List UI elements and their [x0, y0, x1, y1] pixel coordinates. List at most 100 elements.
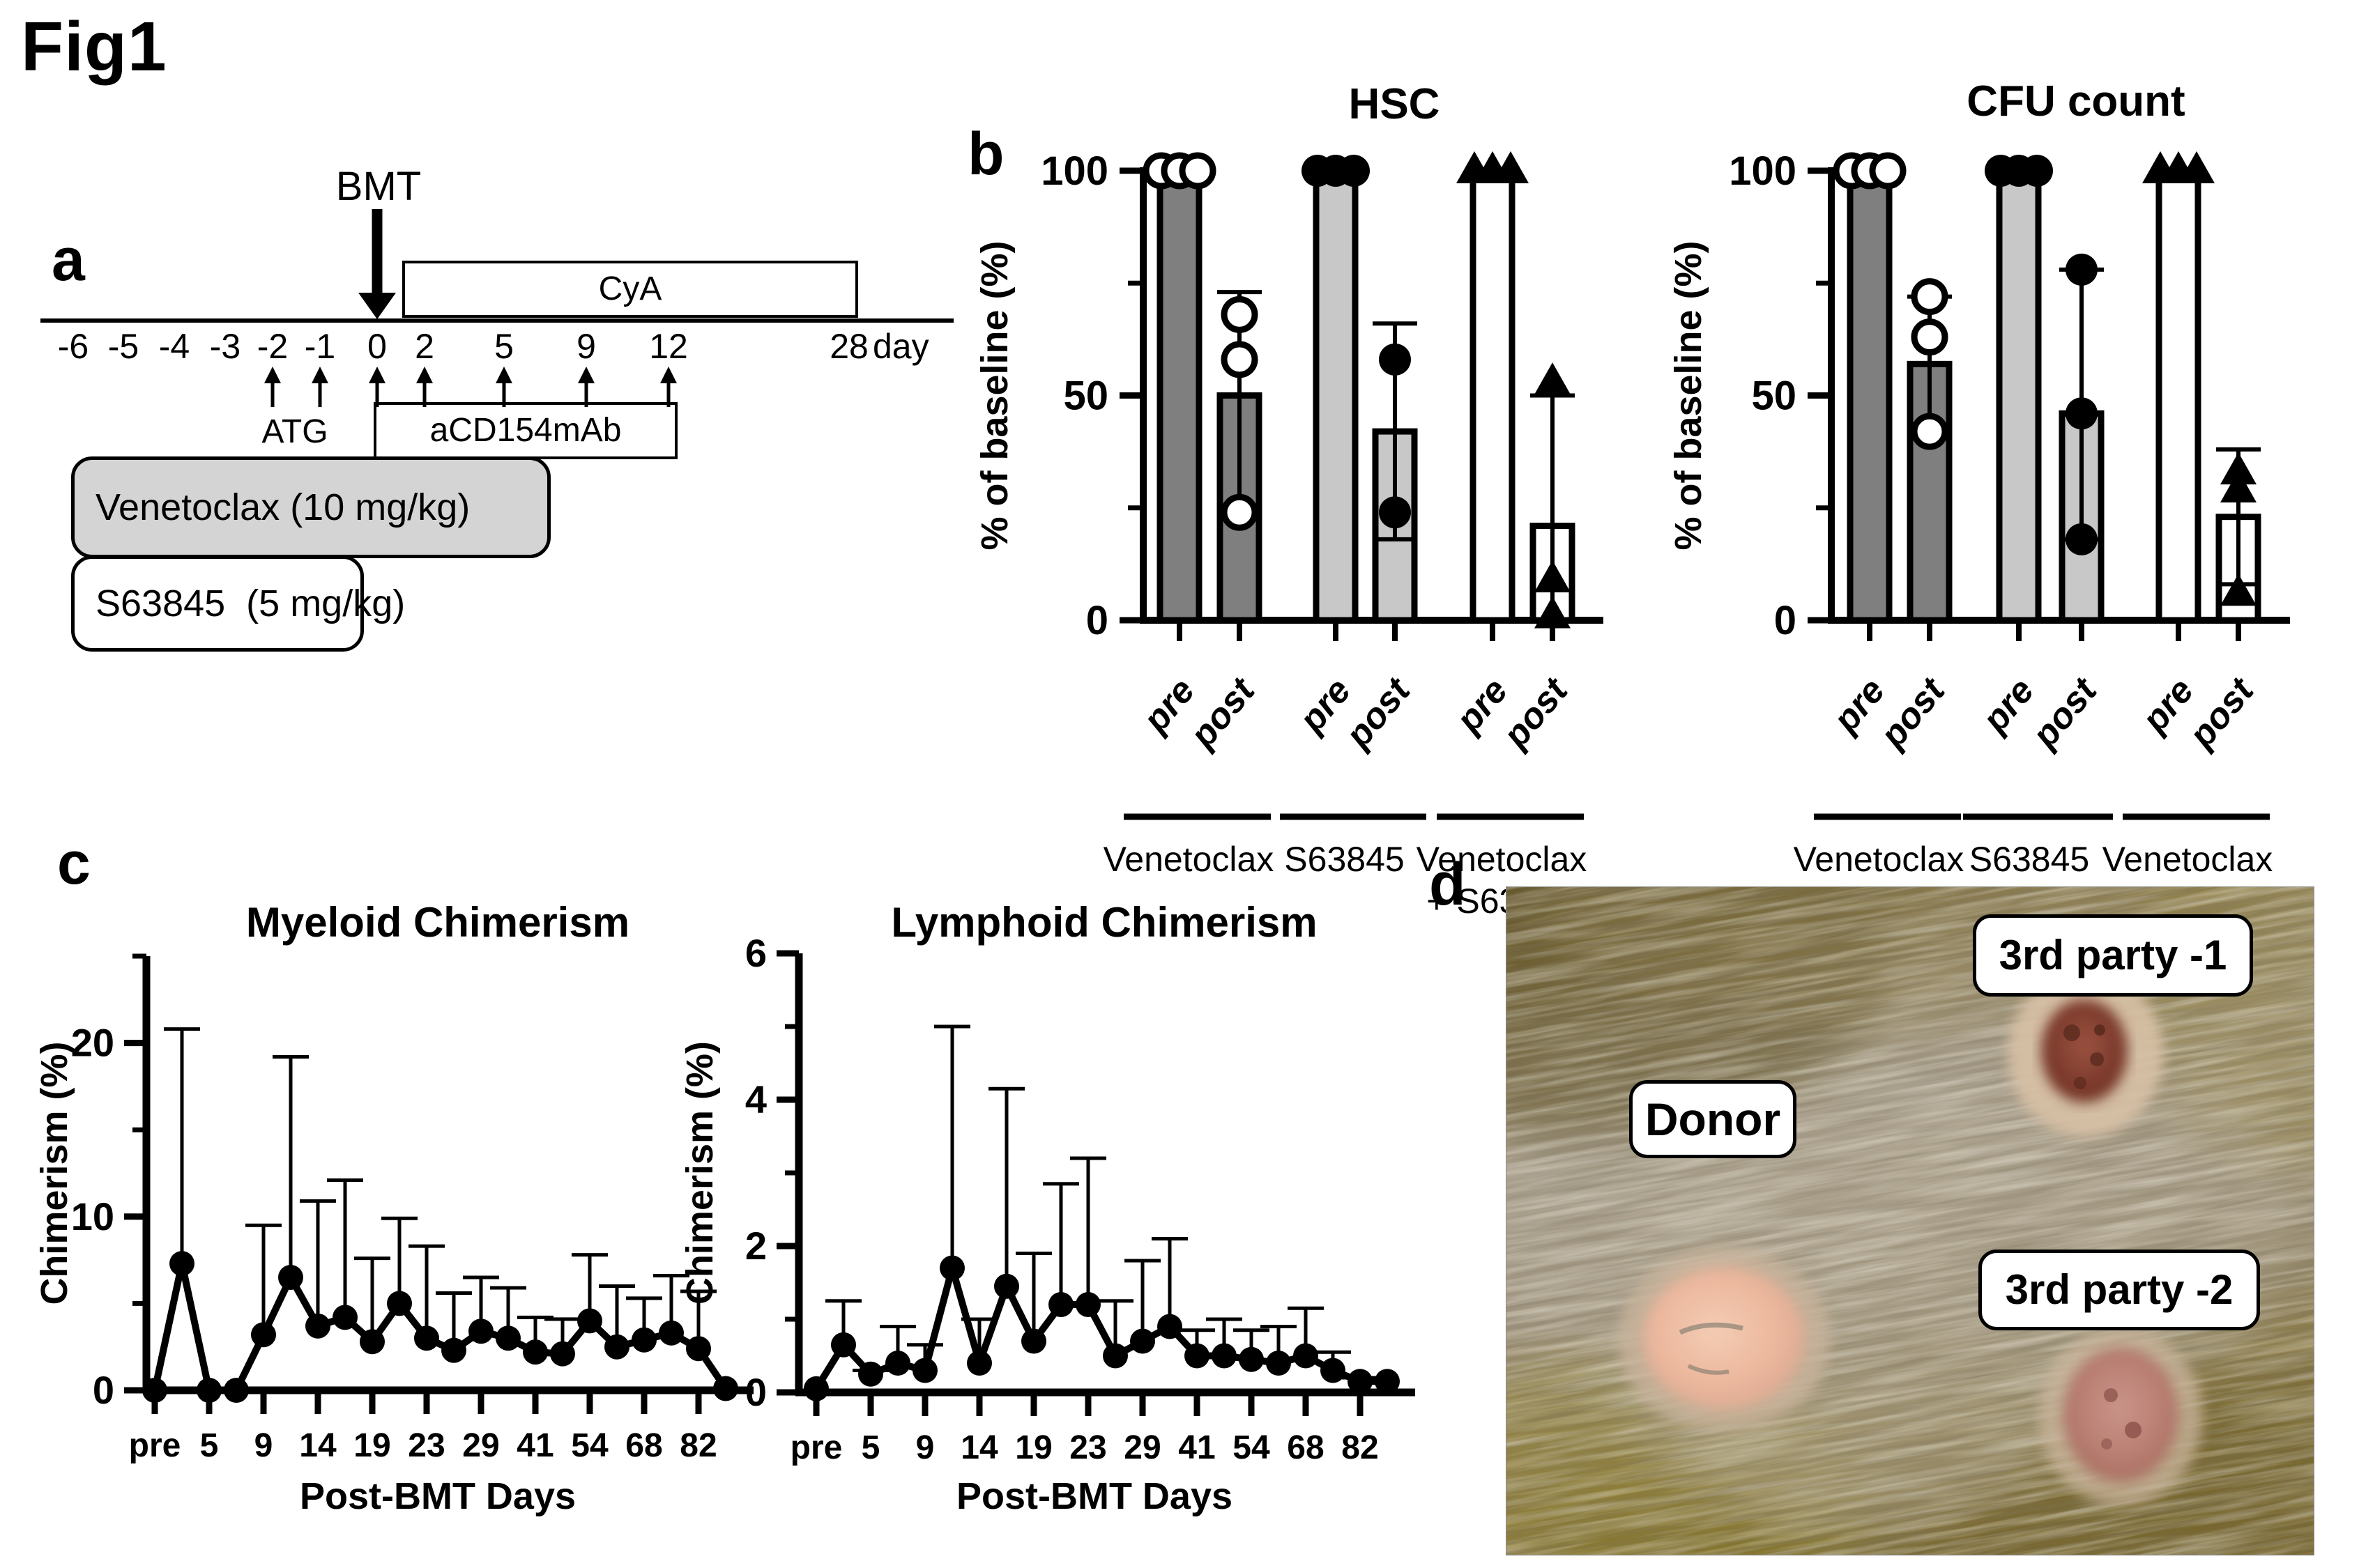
data-point: [1076, 1292, 1101, 1317]
data-point: [550, 1341, 575, 1367]
svg-text:Chimerism (%): Chimerism (%): [679, 1041, 721, 1305]
panel-label-d: d: [1429, 851, 1466, 918]
data-point: [1130, 1328, 1155, 1354]
data-point: [1293, 1343, 1318, 1369]
svg-text:post: post: [1495, 669, 1577, 756]
data-point: [360, 1329, 385, 1355]
data-point: [1348, 1369, 1373, 1394]
panel-label-b: b: [968, 121, 1005, 187]
data-point: [632, 1327, 657, 1353]
skin-graft-photo: Donor 3rd party -1 3rd party -2: [1506, 886, 2314, 1555]
svg-text:82: 82: [680, 1427, 717, 1464]
bmt-label: BMT: [335, 164, 422, 209]
data-line: [151, 1260, 729, 1394]
data-point: [496, 1325, 521, 1351]
data-point: [224, 1378, 249, 1403]
bar-post-S63845: post: [2024, 253, 2106, 756]
bmt-arrow: [358, 293, 396, 319]
timeline-day--5: -5: [107, 327, 139, 366]
svg-text:82: 82: [1341, 1429, 1378, 1466]
svg-text:4: 4: [745, 1077, 767, 1121]
timeline-day-5: 5: [494, 327, 514, 366]
data-point: [523, 1339, 548, 1365]
data-point: [604, 1334, 629, 1360]
svg-text:0: 0: [93, 1368, 114, 1412]
svg-text:5: 5: [862, 1429, 880, 1466]
bar-pre-S63845: pre: [1290, 155, 1370, 741]
svg-text:19: 19: [353, 1427, 390, 1464]
third-party-1-graft: [2008, 970, 2164, 1137]
data-point: [577, 1308, 602, 1334]
bar-pre-Venetoclax+ S63845: pre: [2133, 151, 2215, 741]
svg-text:50: 50: [1751, 374, 1796, 419]
svg-text:pre: pre: [791, 1429, 843, 1466]
svg-text:68: 68: [1287, 1429, 1324, 1466]
svg-text:Post-BMT Days: Post-BMT Days: [300, 1475, 576, 1517]
bar-post-Venetoclax+ S63845: post: [2181, 447, 2263, 756]
data-point: [441, 1337, 466, 1363]
svg-text:pre: pre: [1290, 670, 1359, 741]
svg-text:20: 20: [71, 1021, 114, 1065]
svg-text:post: post: [2024, 669, 2106, 756]
svg-text:S63845: S63845: [1969, 840, 2089, 879]
svg-text:0: 0: [745, 1370, 767, 1414]
svg-text:14: 14: [299, 1427, 337, 1464]
panel-label-a: a: [52, 226, 85, 293]
svg-text:post: post: [1872, 669, 1954, 756]
svg-text:0: 0: [1774, 598, 1796, 643]
svg-text:pre: pre: [129, 1427, 181, 1464]
svg-text:29: 29: [462, 1427, 499, 1464]
data-line: [813, 1264, 1387, 1391]
data-point: [468, 1319, 494, 1344]
donor-graft-label: Donor: [1629, 1080, 1796, 1158]
svg-text:14: 14: [961, 1429, 998, 1466]
svg-text:Lymphoid Chimerism: Lymphoid Chimerism: [891, 899, 1317, 946]
svg-text:Venetoclax: Venetoclax: [1104, 840, 1274, 879]
data-point: [1021, 1328, 1046, 1354]
data-point: [1157, 1314, 1182, 1339]
svg-text:6: 6: [745, 931, 767, 975]
third-party-1-label: 3rd party -1: [1973, 914, 2253, 997]
bar-post-Venetoclax: post: [1182, 290, 1264, 756]
data-point: [804, 1376, 829, 1401]
timeline-day--4: -4: [158, 327, 190, 366]
svg-text:5: 5: [200, 1427, 219, 1464]
line-chart-myeloid-chimerism: 0 10 20 pre 5 9 14 19 23 29 41 54 68 82 Myeloid Chimer…: [33, 899, 754, 1517]
data-point: [1266, 1351, 1291, 1376]
svg-text:Venetoclax: Venetoclax: [1794, 840, 1964, 879]
data-point: [913, 1358, 938, 1383]
data-point: [387, 1291, 412, 1316]
svg-text:0: 0: [1086, 598, 1108, 643]
donor-graft: [1618, 1247, 1830, 1431]
data-point: [1375, 1369, 1400, 1394]
data-point: [197, 1378, 222, 1403]
timeline-day-2: 2: [415, 327, 434, 366]
panel-label-c: c: [57, 830, 91, 897]
svg-text:23: 23: [1069, 1429, 1106, 1466]
svg-text:pre: pre: [1824, 670, 1893, 741]
svg-text:pre: pre: [2133, 670, 2201, 741]
venetoclax-treatment-box: Venetoclax (10 mg/kg): [71, 456, 551, 558]
bar-post-S63845: post: [1337, 321, 1419, 756]
timeline-day-9: 9: [577, 327, 596, 366]
cya-treatment-box: CyA: [402, 261, 858, 318]
line-chart-lymphoid-chimerism: 0 2 4 6 pre 5 9 14 19 23 29 41 54 68 82 Lymphoid Chimer…: [679, 899, 1415, 1517]
svg-text:CFU count: CFU count: [1967, 77, 2185, 125]
timeline-day-0: 0: [367, 327, 387, 366]
data-point: [686, 1336, 711, 1362]
data-point: [940, 1255, 965, 1281]
svg-text:19: 19: [1015, 1429, 1052, 1466]
timeline-day--1: -1: [304, 327, 336, 366]
data-point: [831, 1332, 856, 1358]
svg-text:Venetoclax: Venetoclax: [2102, 840, 2273, 879]
svg-text:9: 9: [916, 1429, 935, 1466]
svg-text:pre: pre: [1134, 670, 1203, 741]
svg-text:23: 23: [408, 1427, 445, 1464]
data-point: [333, 1305, 358, 1330]
data-point: [251, 1322, 276, 1348]
svg-text:29: 29: [1124, 1429, 1161, 1466]
third-party-2-label: 3rd party -2: [1978, 1250, 2260, 1330]
data-point: [1320, 1358, 1345, 1383]
